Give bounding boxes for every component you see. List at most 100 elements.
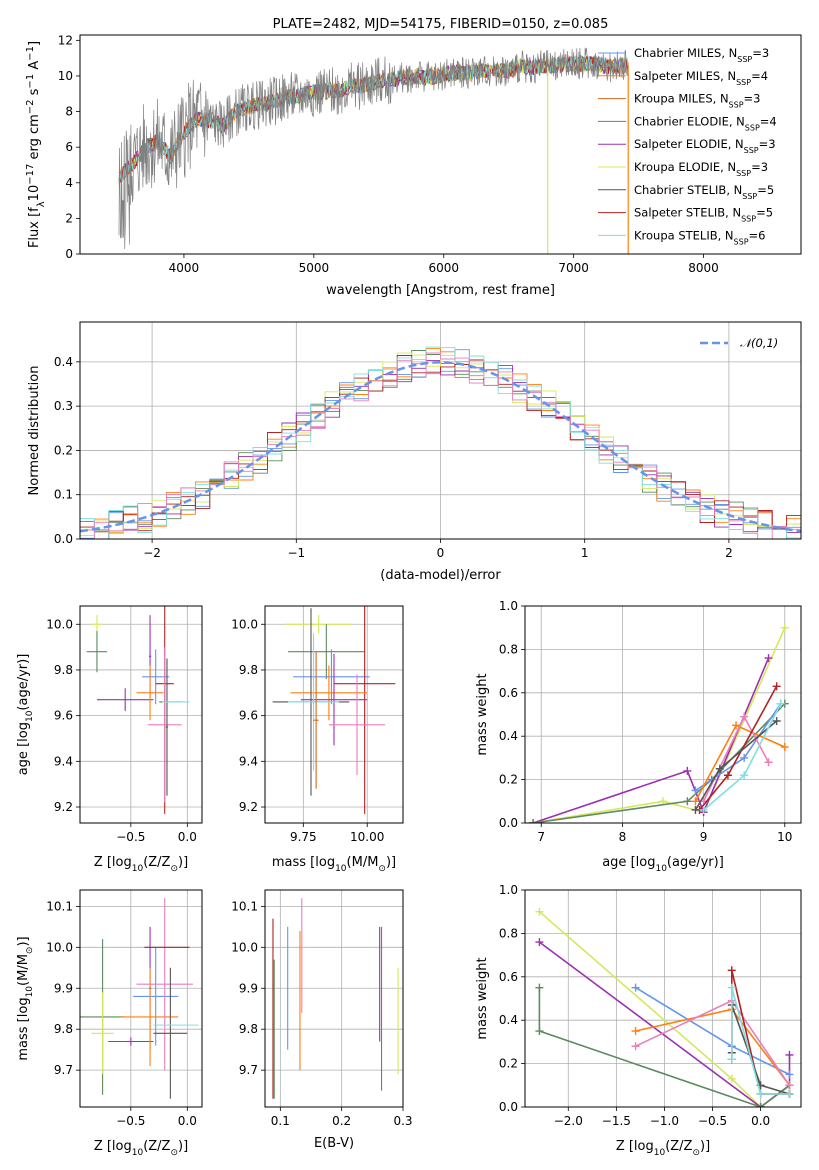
tick-label-y: 9.2 xyxy=(239,800,258,814)
tick-label-x: 9 xyxy=(700,830,708,844)
weight-lines xyxy=(529,623,789,823)
weight-marker xyxy=(715,764,724,773)
tick-label-x: −0.5 xyxy=(116,830,145,844)
weight-series-line xyxy=(532,627,786,823)
weight-marker xyxy=(772,682,781,691)
tick-label-y: 0.2 xyxy=(499,773,518,787)
x-axis-label: mass [log10(M/M⊙)] xyxy=(272,855,396,874)
weight-marker xyxy=(727,966,736,975)
tick-label-y: 9.7 xyxy=(54,1063,73,1077)
x-axis-label: Z [log10(Z/Z⊙)] xyxy=(94,855,188,874)
weight-marker xyxy=(764,654,773,663)
axes-frame xyxy=(524,605,802,824)
axes-z_weight: −2.0 −1.5 −1.0 −0.5 0.0 0.0 0.2 0.4 0.6 0.8 1.0 mas… xyxy=(475,883,802,1158)
legend-entry: Chabrier ELODIE, NSSP=4 xyxy=(634,114,777,131)
tick-label-y: 0.8 xyxy=(499,926,518,940)
tick-label-y: 0.4 xyxy=(499,729,518,743)
tick-label-y: 9.6 xyxy=(239,709,258,723)
tick-label-x: −1 xyxy=(287,546,305,560)
weight-marker xyxy=(764,758,773,767)
legend-entry: Chabrier MILES, NSSP=3 xyxy=(634,46,769,64)
tick-label-y: 0.2 xyxy=(499,1057,518,1071)
weight-marker xyxy=(780,623,789,632)
weight-marker xyxy=(691,805,700,814)
axes-residuals: −2 −1 0 1 2 0.0 0.1 0.2 0.3 0.4 𝒩(0,1) (data-model)… xyxy=(27,321,802,583)
weight-marker xyxy=(740,753,749,762)
tick-label-x: −1.0 xyxy=(650,1114,679,1128)
tick-label-y: 0.8 xyxy=(499,642,518,656)
weight-marker xyxy=(535,1027,544,1036)
legend-entry: 𝒩(0,1) xyxy=(740,336,778,350)
tick-label-x: 0.1 xyxy=(271,1114,290,1128)
axes-frame xyxy=(264,889,404,1108)
weight-marker xyxy=(723,771,732,780)
tick-label-y: 10.0 xyxy=(46,617,73,631)
histogram-series xyxy=(80,352,801,539)
tick-label-x: 6000 xyxy=(428,261,459,275)
axes-frame xyxy=(524,889,802,1108)
axes-age_weight: 7 8 9 10 0.0 0.2 0.4 0.6 0.8 1.0 mass weight age [l… xyxy=(475,599,802,874)
tick-label-x: 2 xyxy=(725,546,733,560)
errorbar-points xyxy=(272,898,399,1099)
weight-marker xyxy=(727,983,736,992)
tick-label-y: 0.2 xyxy=(54,443,73,457)
weight-marker xyxy=(535,983,544,992)
tick-label-y: 10.0 xyxy=(231,940,258,954)
axes-mass_age: 9.75 10.00 9.2 9.4 9.6 9.8 10.0 mass [log10(M/M… xyxy=(231,605,404,874)
histogram-steps xyxy=(80,346,801,539)
weight-marker xyxy=(691,797,700,806)
tick-label-x: −2.0 xyxy=(554,1114,583,1128)
axes-z_age: −0.5 0.0 9.2 9.4 9.6 9.8 10.0 Z [log10(Z/Z⊙)] ag… xyxy=(16,605,203,874)
chart-title: PLATE=2482, MJD=54175, FIBERID=0150, z=0… xyxy=(273,17,609,32)
tick-label-y: 9.8 xyxy=(239,663,258,677)
tick-label-y: 9.8 xyxy=(54,663,73,677)
tick-label-x: 4000 xyxy=(169,261,200,275)
y-axis-label: age [log10(age/yr)] xyxy=(16,654,35,776)
tick-label-x: 5000 xyxy=(299,261,330,275)
weight-marker xyxy=(691,786,700,795)
x-axis-label: wavelength [Angstrom, rest frame] xyxy=(326,283,555,298)
weight-marker xyxy=(780,743,789,752)
histogram-series xyxy=(80,355,801,533)
errorbar-points xyxy=(272,606,396,814)
spectrum-lines xyxy=(118,47,629,254)
histogram-series xyxy=(80,348,801,534)
axes-frame xyxy=(79,321,802,540)
errorbar-points xyxy=(80,898,199,1099)
tick-label-y: 1.0 xyxy=(499,599,518,613)
x-axis-label: (data-model)/error xyxy=(380,568,501,583)
legend-entry: Salpeter ELODIE, NSSP=3 xyxy=(634,137,776,155)
tick-label-y: 0.1 xyxy=(54,488,73,502)
gaussian-curve xyxy=(80,361,801,533)
tick-label-y: 10 xyxy=(58,69,73,83)
axes-frame xyxy=(264,605,404,824)
axes-frame xyxy=(79,34,802,255)
tick-label-y: 12 xyxy=(58,33,73,47)
tick-label-x: 0.0 xyxy=(751,1114,770,1128)
errorbar-points xyxy=(86,606,190,814)
tick-label-y: 9.8 xyxy=(54,1022,73,1036)
weight-marker xyxy=(772,717,781,726)
y-axis-label: mass weight xyxy=(475,673,490,755)
weight-marker xyxy=(785,1089,794,1098)
weight-marker xyxy=(776,699,785,708)
legend: Chabrier MILES, NSSP=3 Salpeter MILES, NS… xyxy=(598,46,777,246)
weight-marker xyxy=(756,1103,765,1107)
axes-frame xyxy=(79,605,203,824)
weight-marker xyxy=(740,712,749,721)
tick-label-y: 9.8 xyxy=(239,1022,258,1036)
tick-label-y: 10.0 xyxy=(46,940,73,954)
tick-label-y: 0.6 xyxy=(499,686,518,700)
x-axis-label: E(B-V) xyxy=(314,1136,354,1151)
weight-marker xyxy=(699,805,708,814)
tick-label-y: 0 xyxy=(65,247,73,261)
tick-label-x: 0.2 xyxy=(332,1114,351,1128)
tick-label-x: 8 xyxy=(619,830,627,844)
weight-marker xyxy=(631,1042,640,1051)
weight-series-line xyxy=(731,987,790,1095)
tick-label-y: 0.4 xyxy=(499,1013,518,1027)
weight-marker xyxy=(732,721,741,730)
weight-marker xyxy=(535,938,544,947)
tick-label-y: 2 xyxy=(65,211,73,225)
